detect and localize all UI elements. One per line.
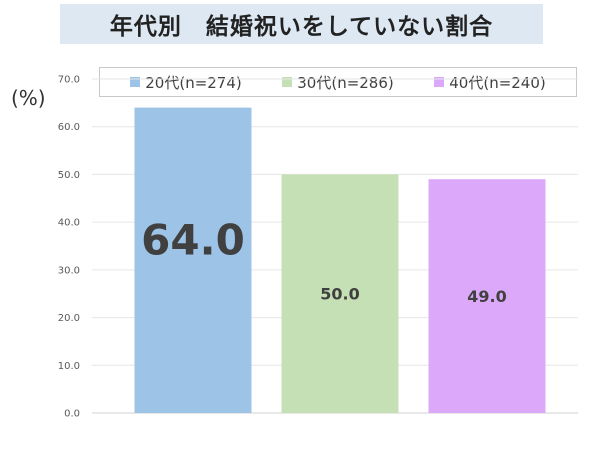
y-tick-label: 0.0	[64, 409, 80, 420]
legend-item-30s: 30代(n=286)	[282, 72, 394, 93]
y-tick-label: 60.0	[58, 122, 80, 133]
legend-item-20s: 20代(n=274)	[130, 72, 242, 93]
chart-title: 年代別 結婚祝いをしていない割合	[60, 4, 543, 44]
legend-item-40s: 40代(n=240)	[434, 72, 546, 93]
legend-label-30s: 30代(n=286)	[297, 73, 394, 92]
legend: 20代(n=274) 30代(n=286) 40代(n=240)	[99, 67, 577, 97]
legend-swatch-30s	[282, 77, 293, 87]
y-axis-unit-label: (%)	[11, 86, 46, 110]
legend-label-40s: 40代(n=240)	[449, 73, 546, 92]
data-label-40s: 49.0	[467, 287, 506, 306]
legend-swatch-20s	[130, 77, 141, 87]
y-tick-label: 70.0	[58, 75, 80, 86]
y-tick-label: 20.0	[58, 313, 80, 324]
y-tick-label: 40.0	[58, 218, 80, 229]
legend-label-20s: 20代(n=274)	[145, 73, 242, 92]
legend-swatch-40s	[434, 77, 445, 87]
bar-30s	[281, 174, 399, 413]
y-tick-label: 50.0	[58, 170, 80, 181]
y-tick-label: 30.0	[58, 265, 80, 276]
y-tick-label: 10.0	[58, 361, 80, 372]
bar-20s	[134, 107, 252, 413]
data-label-30s: 50.0	[320, 285, 359, 304]
bar-40s	[428, 179, 546, 413]
data-label-20s: 64.0	[141, 215, 245, 264]
